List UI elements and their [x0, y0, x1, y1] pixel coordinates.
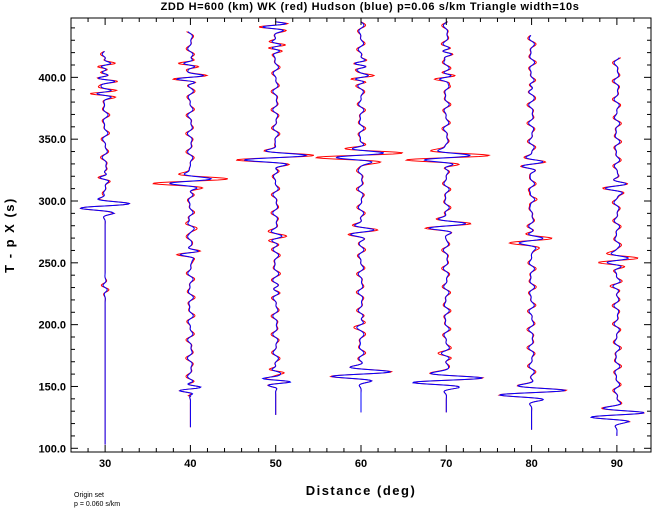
y-axis-label: T - p X (s): [2, 197, 17, 273]
y-tick-label-400: 400.0: [38, 72, 66, 84]
note-origin: Origin set: [74, 492, 104, 499]
x-tick-label-30: 30: [99, 458, 111, 470]
x-tick-label-70: 70: [440, 458, 452, 470]
chart-title: ZDD H=600 (km) WK (red) Hudson (blue) p=…: [161, 1, 580, 13]
y-axis: 100.0 150.0 200.0 250.0 300.0 350.0 400.0: [38, 27, 651, 455]
y-tick-label-250: 250.0: [38, 258, 66, 270]
y-tick-label-200: 200.0: [38, 320, 66, 332]
wk-trace-90: [590, 57, 645, 436]
wk-trace-80: [497, 34, 568, 430]
hudson-trace-50: [243, 21, 308, 415]
x-tick-label-50: 50: [270, 458, 282, 470]
hudson-trace-60: [330, 21, 392, 413]
x-tick-label-60: 60: [355, 458, 367, 470]
x-axis-label: Distance (deg): [306, 483, 417, 498]
hudson-trace-30: [79, 50, 131, 445]
x-tick-label-90: 90: [611, 458, 623, 470]
y-tick-label-350: 350.0: [38, 134, 66, 146]
x-axis: 30 40 50 60 70 80 90: [87, 18, 652, 470]
trace-group: [79, 21, 645, 445]
x-tick-label-80: 80: [525, 458, 537, 470]
x-tick-label-40: 40: [184, 458, 196, 470]
wk-trace-70: [404, 21, 491, 413]
hudson-trace-80: [498, 35, 567, 430]
hudson-trace-70: [411, 21, 484, 413]
hudson-trace-40: [169, 31, 213, 428]
y-tick-label-300: 300.0: [38, 196, 66, 208]
hudson-trace-90: [589, 57, 645, 436]
y-tick-label-100: 100.0: [38, 443, 66, 455]
note-ray-parameter: p = 0.060 s/km: [74, 501, 120, 508]
plot-frame: [70, 17, 652, 453]
y-tick-label-150: 150.0: [38, 381, 66, 393]
